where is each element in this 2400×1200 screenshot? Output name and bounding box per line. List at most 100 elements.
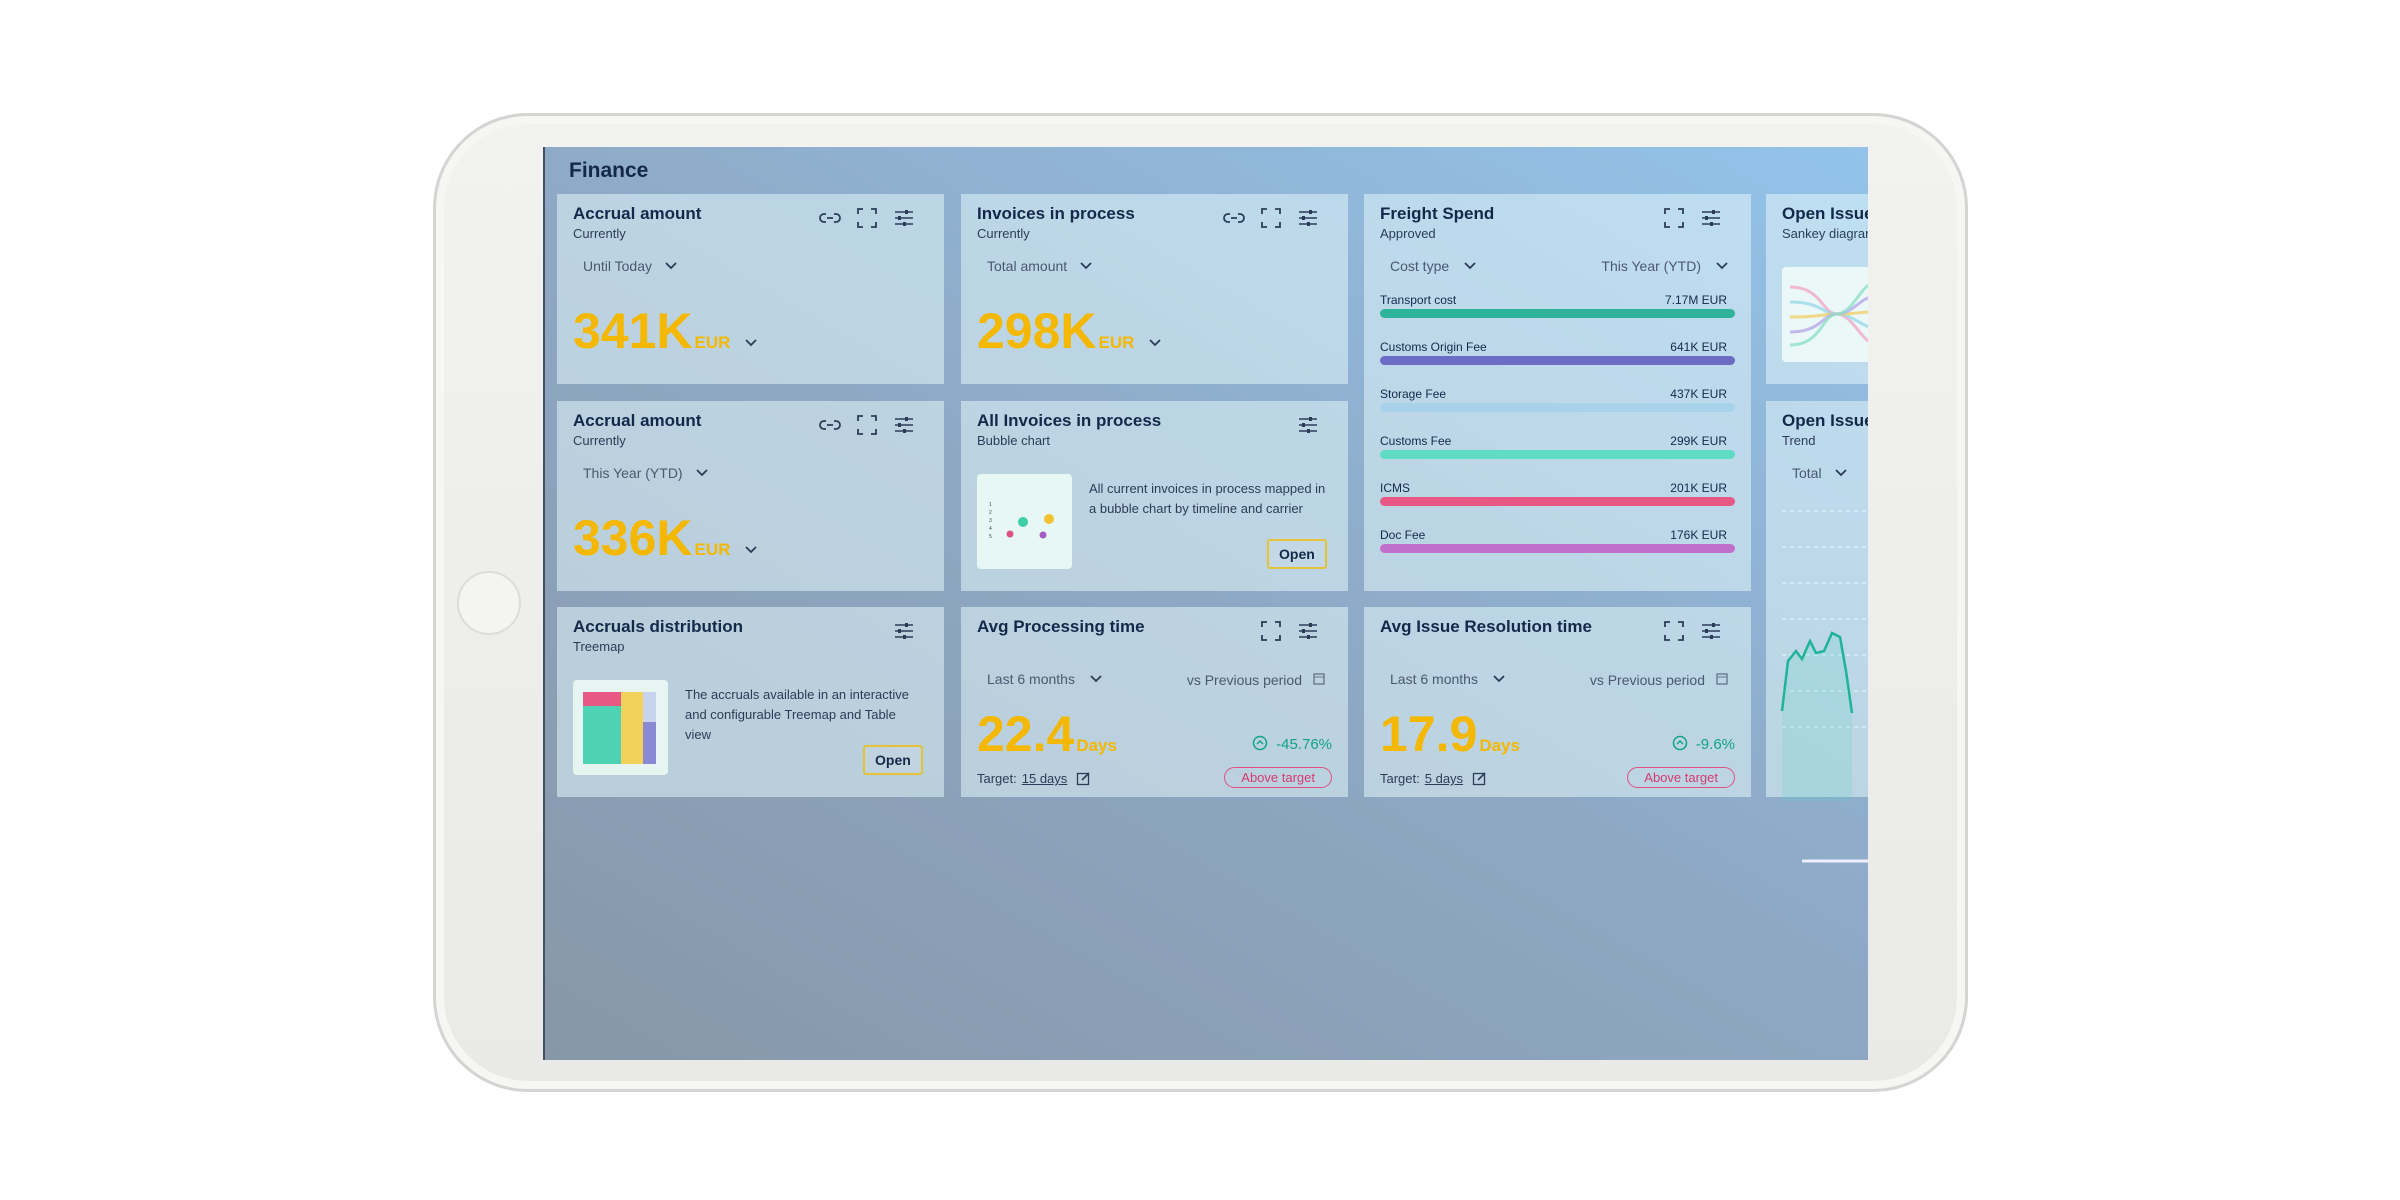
card-title: Open Issues — [1782, 204, 1868, 223]
card-subtitle: Currently — [573, 226, 626, 241]
card-subtitle: Approved — [1380, 226, 1436, 241]
home-button — [457, 571, 521, 635]
card-subtitle: Currently — [977, 226, 1030, 241]
filter-label: This Year (YTD) — [1601, 258, 1701, 274]
chevron[interactable] — [1079, 261, 1093, 271]
change-value: -9.6% — [1695, 736, 1735, 753]
freight-value: 201K EUR — [1670, 481, 1727, 495]
freight-bar — [1380, 309, 1735, 318]
filter-label: Last 6 months — [987, 671, 1075, 687]
dropdown[interactable]: This Year (YTD) — [583, 465, 709, 481]
card-subtitle: Treemap — [573, 639, 625, 654]
card-subtitle: Trend — [1782, 433, 1816, 448]
svg-text:3: 3 — [989, 518, 992, 524]
svg-text:2: 2 — [989, 510, 992, 516]
kpi-value: 336K — [573, 510, 693, 566]
expand-icon[interactable] — [1259, 619, 1283, 643]
chevron[interactable] — [1148, 338, 1162, 348]
card-title: All Invoices in process — [977, 411, 1162, 430]
kpi-value-row: 341K EUR — [573, 302, 758, 360]
kpi-value-row: 298K EUR — [977, 302, 1162, 360]
change: -45.76% — [1252, 735, 1332, 753]
settings-icon[interactable] — [1296, 413, 1320, 437]
open-button[interactable]: Open — [1267, 539, 1327, 569]
app-title: Finance — [569, 159, 649, 182]
card: Accruals distribution Treemap The accruals… — [557, 607, 944, 797]
kpi-value: 298K — [977, 303, 1097, 359]
expand-icon[interactable] — [1662, 206, 1686, 230]
edit-icon[interactable] — [1472, 771, 1487, 786]
card-title: Invoices in process — [977, 204, 1135, 223]
kpi-unit: EUR — [1098, 333, 1135, 352]
treemap-thumbnail — [573, 680, 668, 775]
status-pill: Above target — [1627, 767, 1735, 788]
kpi-unit: Days — [1479, 736, 1520, 755]
chevron[interactable] — [744, 338, 758, 348]
expand-icon[interactable] — [855, 413, 879, 437]
settings-icon[interactable] — [1699, 619, 1723, 643]
freight-value: 437K EUR — [1670, 387, 1727, 401]
freight-bar — [1380, 356, 1735, 365]
card-subtitle: Currently — [573, 433, 626, 448]
kpi-unit: Days — [1076, 736, 1117, 755]
filter[interactable]: Last 6 months — [1390, 671, 1506, 687]
card-title: Freight Spend — [1380, 204, 1495, 223]
target-value[interactable]: 15 days — [1021, 771, 1068, 786]
settings-icon[interactable] — [892, 413, 916, 437]
chevron[interactable] — [1089, 674, 1103, 684]
chevron[interactable] — [695, 468, 709, 478]
card: Open Issues Sankey diagram — [1766, 194, 1868, 384]
change-value: -45.76% — [1276, 736, 1332, 753]
link-icon[interactable] — [818, 413, 842, 437]
settings-icon[interactable] — [892, 206, 916, 230]
expand-icon[interactable] — [1662, 619, 1686, 643]
screen: Finance Accrual amount Currently Until Tod… — [543, 147, 1868, 1060]
filter[interactable]: This Year (YTD) — [1601, 258, 1729, 274]
chevron[interactable] — [664, 261, 678, 271]
filter[interactable]: vs Previous period — [1590, 671, 1729, 688]
filter-label: Last 6 months — [1390, 671, 1478, 687]
status-pill: Above target — [1224, 767, 1332, 788]
card-title: Avg Processing time — [977, 617, 1145, 636]
open-button[interactable]: Open — [863, 745, 923, 775]
dropdown[interactable]: Total amount — [987, 258, 1093, 274]
link-icon[interactable] — [1222, 206, 1246, 230]
edit-icon[interactable] — [1076, 771, 1091, 786]
filter-label: vs Previous period — [1589, 672, 1705, 688]
description: The accruals available in an interactive… — [685, 687, 910, 742]
chevron[interactable] — [1715, 261, 1729, 271]
filter[interactable]: vs Previous period — [1187, 671, 1326, 688]
chevron[interactable] — [1834, 468, 1848, 478]
expand-icon[interactable] — [1259, 206, 1283, 230]
settings-icon[interactable] — [1296, 206, 1320, 230]
target: Target: 15 days — [977, 771, 1091, 786]
freight-label: ICMS — [1380, 481, 1410, 495]
svg-text:5: 5 — [989, 534, 992, 540]
dropdown[interactable]: Total — [1792, 465, 1848, 481]
target: Target: 5 days — [1380, 771, 1487, 786]
freight-bar — [1380, 497, 1735, 506]
dropdown[interactable]: Until Today — [583, 258, 678, 274]
filter[interactable]: Last 6 months — [987, 671, 1103, 687]
kpi-value-row: 22.4 Days — [977, 705, 1117, 763]
freight-value: 641K EUR — [1670, 340, 1727, 354]
link-icon[interactable] — [818, 206, 842, 230]
chevron[interactable] — [1492, 674, 1506, 684]
card-title: Avg Issue Resolution time — [1380, 617, 1592, 636]
chevron[interactable] — [1463, 261, 1477, 271]
kpi-value: 341K — [573, 303, 693, 359]
freight-label: Storage Fee — [1380, 387, 1447, 401]
filter[interactable]: Cost type — [1390, 258, 1477, 274]
settings-icon[interactable] — [1296, 619, 1320, 643]
card-title: Accruals distribution — [573, 617, 744, 636]
kpi-value: 22.4 — [977, 706, 1075, 762]
freight-bar — [1380, 450, 1735, 459]
card: Freight Spend Approved Cost type This Year … — [1364, 194, 1751, 591]
settings-icon[interactable] — [1699, 206, 1723, 230]
settings-icon[interactable] — [892, 619, 916, 643]
expand-icon[interactable] — [855, 206, 879, 230]
chevron[interactable] — [744, 545, 758, 555]
svg-text:1: 1 — [989, 502, 992, 508]
freight-label: Doc Fee — [1380, 528, 1426, 542]
target-value[interactable]: 5 days — [1424, 771, 1464, 786]
